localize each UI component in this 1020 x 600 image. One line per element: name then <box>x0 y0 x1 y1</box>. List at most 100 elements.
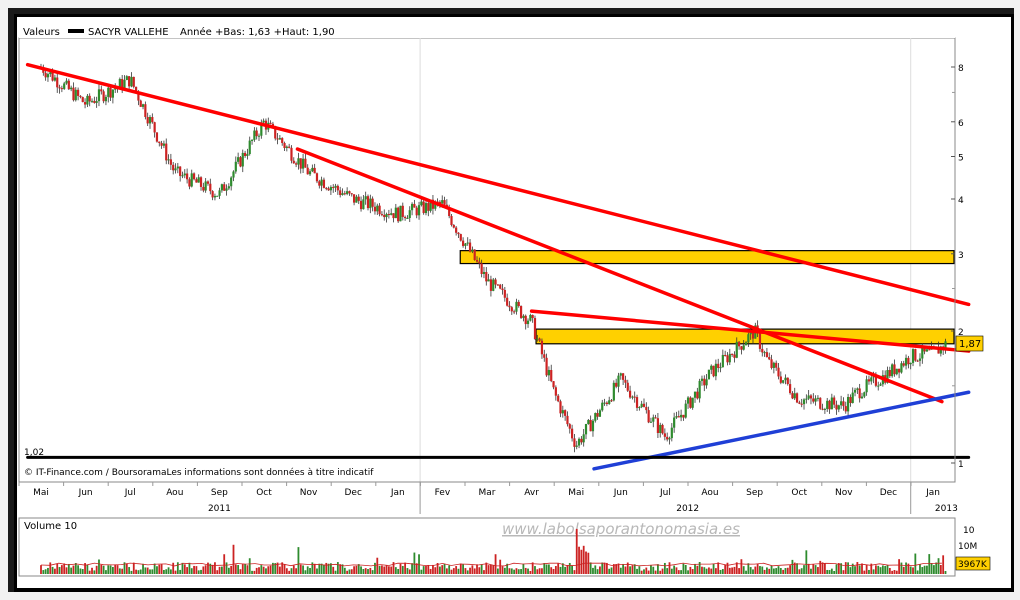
x-month-label: Jun <box>78 488 93 498</box>
volume-bar <box>580 549 583 574</box>
volume-bar <box>283 564 286 574</box>
candle-body <box>60 88 63 90</box>
candle-body <box>867 379 871 382</box>
volume-bar <box>343 567 346 574</box>
x-month-label: Jul <box>124 488 136 498</box>
volume-bar <box>325 562 328 574</box>
volume-bar <box>387 566 390 574</box>
candle-body <box>640 403 643 408</box>
candle-body <box>213 195 217 198</box>
candle-body <box>422 201 425 214</box>
candle-body <box>610 400 613 402</box>
candle-body <box>496 284 499 286</box>
candle-body <box>227 186 230 189</box>
candle-body <box>842 401 845 407</box>
volume-bar <box>197 570 200 574</box>
candle-body <box>564 410 567 416</box>
candle-body <box>348 191 351 194</box>
volume-bar <box>195 566 198 574</box>
candle-body <box>51 72 54 81</box>
candle-body <box>506 297 509 306</box>
volume-bar <box>86 564 89 574</box>
volume-bar <box>875 565 877 574</box>
volume-bar <box>501 566 504 574</box>
volume-bar <box>937 558 940 574</box>
candle-body <box>501 288 504 291</box>
candle-body <box>420 201 423 206</box>
x-month-label: Aou <box>701 488 718 498</box>
volume-bar <box>406 568 409 574</box>
candle-body <box>659 424 662 433</box>
volume-bar <box>188 562 191 574</box>
volume-bar <box>603 562 606 574</box>
volume-bar <box>332 566 335 574</box>
volume-bar <box>617 563 620 574</box>
y-tick-label: 6 <box>958 119 964 129</box>
candle-body <box>438 201 442 204</box>
volume-bar <box>480 564 483 574</box>
candle-body <box>575 445 578 447</box>
volume-bar <box>367 569 369 574</box>
candle-body <box>793 393 796 399</box>
candle-body <box>529 314 532 321</box>
volume-bar <box>223 554 226 574</box>
candle-body <box>587 419 590 425</box>
volume-bar <box>554 566 557 574</box>
volume-bar <box>740 559 743 574</box>
candle-body <box>283 142 286 148</box>
candle-body <box>515 301 518 312</box>
candle-body <box>619 373 622 376</box>
candle-body <box>257 135 261 137</box>
candle-body <box>758 332 762 349</box>
candle-body <box>761 348 764 353</box>
candle-body <box>56 77 59 88</box>
volume-bar <box>851 563 854 574</box>
candle-body <box>603 402 606 404</box>
x-month-label: Dec <box>880 488 897 498</box>
candle-body <box>805 398 808 400</box>
candle-body <box>234 161 237 172</box>
candle-body <box>190 173 193 187</box>
volume-bar <box>385 565 388 574</box>
volume-bar <box>752 569 754 574</box>
candle-body <box>192 173 196 180</box>
candle-body <box>682 414 685 418</box>
candle-body <box>835 404 838 410</box>
candle-body <box>510 307 513 312</box>
volume-bar <box>218 566 221 574</box>
candle-body <box>617 375 620 387</box>
x-month-label: Nov <box>835 488 853 498</box>
candle-body <box>503 290 506 298</box>
candle-body <box>406 217 409 219</box>
volume-bar <box>183 564 186 574</box>
candle-body <box>740 346 743 350</box>
candle-body <box>176 166 179 169</box>
volume-bar <box>313 563 316 574</box>
candle-body <box>744 342 748 346</box>
candle-body <box>63 83 66 89</box>
candle-body <box>568 424 571 429</box>
volume-bar <box>209 563 212 574</box>
volume-bar <box>469 567 471 574</box>
candle-body <box>802 399 806 405</box>
volume-tick-10m: 10M <box>958 542 977 552</box>
volume-bar <box>158 564 161 574</box>
candle-body <box>431 199 435 209</box>
candle-body <box>877 385 880 387</box>
candle-body <box>97 89 101 102</box>
volume-bar <box>496 568 499 574</box>
candle-body <box>663 433 666 437</box>
volume-bar <box>575 528 578 574</box>
volume-bar <box>541 568 543 574</box>
candle-body <box>570 428 574 439</box>
volume-bar <box>703 567 706 574</box>
volume-bar <box>636 568 638 574</box>
candle-body <box>480 263 483 274</box>
candle-body <box>816 397 820 399</box>
candle-body <box>364 196 367 200</box>
volume-bar <box>132 562 135 574</box>
candle-body <box>292 160 295 164</box>
candle-body <box>322 179 326 188</box>
candle-body <box>109 87 112 98</box>
candle-body <box>392 213 395 219</box>
